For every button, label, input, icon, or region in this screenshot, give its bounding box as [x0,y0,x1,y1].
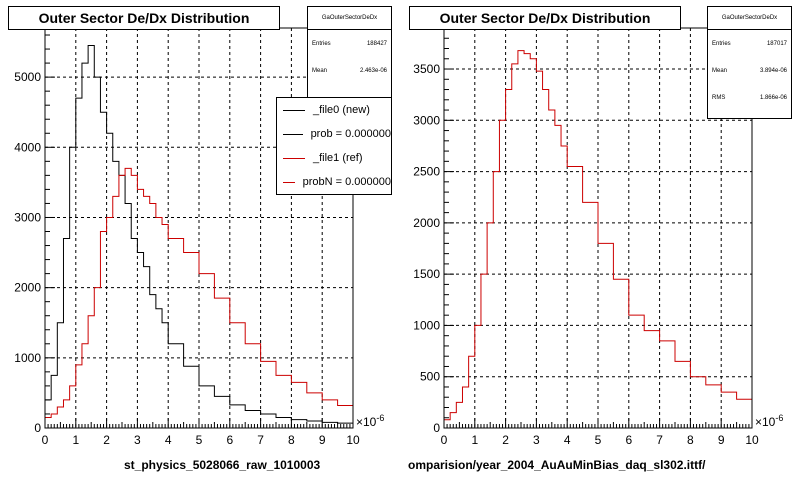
right-stats-entries-label: Entries [712,40,731,47]
legend-label-prob: prob = 0.000000 [310,128,391,140]
right-x-tick-label-3: 3 [533,433,540,447]
left-stats-box: GaOuterSectorDeDx Entries 188427 Mean 2.… [307,6,392,102]
right-x-tick-label-2: 2 [502,433,509,447]
right-chart-title: Outer Sector De/Dx Distribution [409,6,681,30]
legend-entry-prob: prob = 0.000000 [277,122,391,146]
left-x-tick-label-9: 9 [319,433,326,447]
left-stats-row-entries: Entries 188427 [308,30,391,57]
right-stats-name: GaOuterSectorDeDx [708,7,791,30]
left-x-tick-label-4: 4 [165,433,172,447]
left-y-tick-label-2000: 2000 [14,281,41,295]
right-stats-row-mean: Mean 3.894e-06 [708,57,791,84]
right-y-tick-label-1500: 1500 [413,267,440,281]
right-y-tick-label-3000: 3000 [413,113,440,127]
left-stats-entries-value: 188427 [366,40,387,47]
left-x-tick-label-6: 6 [226,433,233,447]
left-series-0 [45,45,354,424]
right-x-tick-label-8: 8 [687,433,694,447]
left-x-exponent-label: ×10-6 [356,413,384,429]
right-x-tick-label-6: 6 [625,433,632,447]
right-x-exponent-label: ×10-6 [755,413,783,429]
legend-label-new: _file0 (new) [313,104,370,116]
right-stats-mean-value: 3.894e-06 [759,67,787,74]
left-y-tick-label-1000: 1000 [14,351,41,365]
left-stats-row-mean: Mean 2.463e-06 [308,57,391,84]
legend-label-ref: _file1 (ref) [313,152,363,164]
left-x-tick-label-10: 10 [346,433,360,447]
right-stats-box: GaOuterSectorDeDx Entries 187017 Mean 3.… [707,6,792,119]
right-x-tick-label-10: 10 [745,433,759,447]
left-y-tick-label-0: 0 [34,421,41,435]
right-x-tick-label-5: 5 [595,433,602,447]
left-stats-mean-value: 2.463e-06 [359,67,387,74]
right-stats-row-entries: Entries 187017 [708,30,791,57]
right-y-tick-label-2000: 2000 [413,216,440,230]
right-y-tick-label-1000: 1000 [413,318,440,332]
left-x-tick-label-1: 1 [72,433,79,447]
right-stats-rms-label: RMS [712,94,726,101]
left-x-axis-title: st_physics_5028066_raw_1010003 [124,458,321,472]
left-x-tick-label-5: 5 [196,433,203,447]
right-stats-entries-value: 187017 [766,40,787,47]
left-y-tick-label-4000: 4000 [14,140,41,154]
left-stats-entries-label: Entries [312,40,331,47]
left-stats-mean-label: Mean [312,67,328,74]
right-x-tick-label-7: 7 [656,433,663,447]
right-x-axis-title: omparision/year_2004_AuAuMinBias_daq_sl3… [408,458,706,472]
right-stats-rms-value: 1.866e-06 [759,94,787,101]
right-x-tick-label-0: 0 [441,433,448,447]
right-y-tick-label-3500: 3500 [413,62,440,76]
right-series-0 [444,50,753,421]
legend-line-ref [283,157,305,159]
left-y-tick-label-3000: 3000 [14,210,41,224]
right-stats-row-rms: RMS 1.866e-06 [708,84,791,111]
right-y-tick-label-500: 500 [420,370,440,384]
legend-entry-probn: probN = 0.000000 [277,170,391,194]
legend-label-probn: probN = 0.000000 [302,176,391,188]
right-x-tick-label-4: 4 [564,433,571,447]
right-panel: 0 1 2 3 4 5 6 7 8 9 10 0 500 1000 1500 2000 2500 3000 3500… [413,27,783,447]
right-x-tick-label-1: 1 [471,433,478,447]
left-stats-name: GaOuterSectorDeDx [308,7,391,30]
right-y-tick-label-2500: 2500 [413,165,440,179]
right-x-tick-label-9: 9 [718,433,725,447]
left-x-tick-label-3: 3 [134,433,141,447]
right-y-tick-label-0: 0 [433,421,440,435]
left-x-tick-label-7: 7 [257,433,264,447]
left-series-1 [45,167,354,418]
legend-line-new [283,109,305,111]
left-x-tick-label-8: 8 [288,433,295,447]
left-chart-title: Outer Sector De/Dx Distribution [8,6,280,30]
legend-entry-ref: _file1 (ref) [277,146,391,170]
left-y-tick-label-5000: 5000 [14,70,41,84]
left-legend: _file0 (new) prob = 0.000000 _file1 (ref… [276,97,392,195]
right-stats-mean-label: Mean [712,67,728,74]
legend-entry-new: _file0 (new) [277,98,391,122]
left-x-tick-label-0: 0 [42,433,49,447]
left-x-tick-label-2: 2 [103,433,110,447]
legend-line-probn [283,181,295,183]
legend-line-prob [283,133,303,135]
